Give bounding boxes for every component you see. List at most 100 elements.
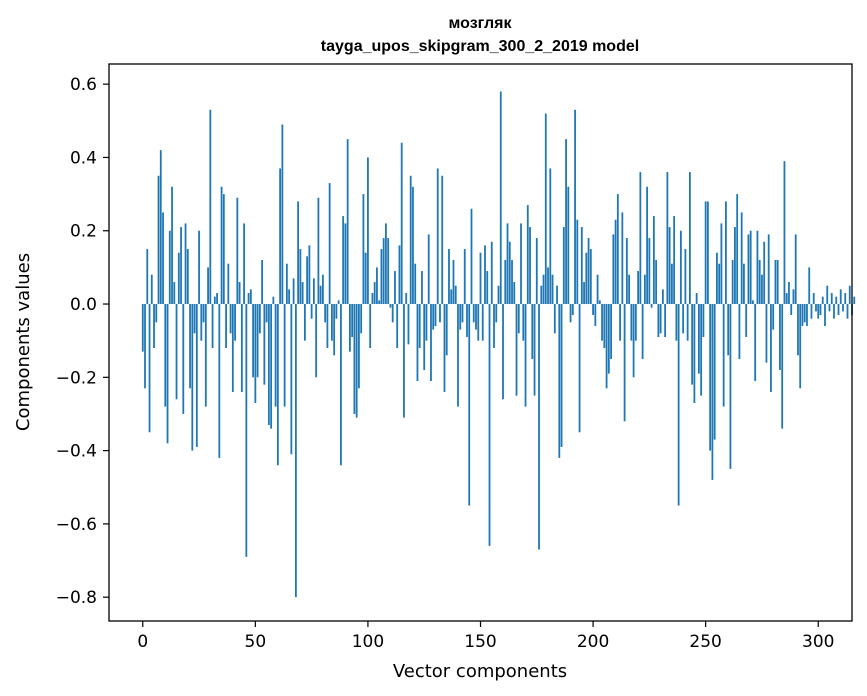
bar [382, 238, 385, 305]
bar [781, 304, 784, 429]
bar [400, 142, 403, 305]
x-tick-label: 0 [137, 632, 148, 652]
bar [319, 285, 322, 305]
bar [538, 304, 540, 550]
bar [578, 304, 581, 433]
bar [159, 150, 162, 305]
bar [427, 234, 430, 305]
bar [443, 304, 446, 392]
bar [540, 285, 543, 305]
bar [774, 260, 777, 305]
bar [605, 304, 608, 389]
bar [603, 304, 606, 348]
bar [193, 304, 196, 334]
bar [637, 271, 640, 305]
bar [502, 304, 504, 400]
bar [790, 304, 793, 316]
bar [607, 304, 610, 374]
bar [758, 260, 761, 305]
bar [508, 241, 511, 305]
bar [195, 304, 198, 447]
y-tick-label: −0.6 [56, 515, 97, 535]
bar [409, 175, 412, 305]
bar [711, 304, 714, 480]
bar [180, 227, 182, 305]
bar [220, 186, 223, 305]
bar [249, 289, 252, 305]
bar [398, 245, 401, 305]
bar [227, 263, 230, 305]
bar [812, 293, 815, 305]
bar [394, 271, 396, 305]
bar [535, 238, 538, 305]
bar [797, 304, 799, 356]
bar [412, 186, 414, 305]
bar [632, 304, 635, 378]
bar [531, 304, 534, 359]
bar [704, 201, 707, 305]
x-tick-label: 250 [689, 632, 721, 652]
y-tick-label: 0.2 [70, 222, 97, 242]
y-tick-label: −0.8 [56, 588, 97, 608]
bar [634, 304, 637, 341]
bar [490, 241, 493, 305]
bar [321, 274, 324, 305]
bar [756, 230, 759, 305]
bar [290, 304, 293, 455]
bar [661, 289, 664, 305]
bar [222, 194, 225, 305]
bar [335, 304, 338, 319]
bar [817, 304, 820, 319]
bar [598, 300, 601, 305]
bar [837, 304, 840, 316]
bar [162, 212, 164, 305]
bar [168, 230, 171, 305]
bar [285, 263, 288, 305]
bar [454, 285, 457, 305]
bar [171, 186, 173, 305]
bar [587, 238, 590, 305]
bar [695, 293, 698, 305]
bar [245, 304, 248, 557]
bar [558, 304, 561, 458]
bar [628, 274, 630, 305]
bar [655, 260, 658, 305]
bar [274, 304, 277, 407]
bar [702, 304, 705, 337]
bar [301, 282, 304, 305]
bar [308, 245, 311, 305]
bar [625, 238, 628, 305]
bar [833, 304, 835, 319]
bar [450, 289, 453, 305]
bar [247, 293, 250, 305]
bar [585, 252, 588, 305]
bar [189, 304, 191, 389]
bar [234, 304, 236, 341]
bar [216, 293, 218, 305]
bar [141, 304, 144, 352]
y-tick-label: 0.4 [70, 148, 97, 168]
bar [472, 304, 475, 323]
bar [511, 260, 513, 305]
bar [684, 249, 687, 305]
bar [351, 304, 354, 337]
bar [288, 289, 291, 305]
chart-subtitle: tayga_upos_skipgram_300_2_2019 model [321, 38, 639, 55]
bar [231, 304, 234, 392]
bar [252, 304, 254, 378]
bar [709, 304, 712, 451]
bar [445, 304, 448, 356]
bar [517, 304, 520, 334]
bar [562, 227, 565, 305]
bar [423, 304, 426, 370]
bar [144, 304, 146, 389]
bar [675, 304, 678, 341]
bar [164, 304, 167, 407]
bar [418, 304, 421, 348]
bar [475, 304, 477, 330]
bar [688, 172, 691, 305]
bar [229, 304, 232, 334]
bar [826, 285, 829, 305]
bar [436, 168, 439, 305]
bar [547, 267, 549, 305]
